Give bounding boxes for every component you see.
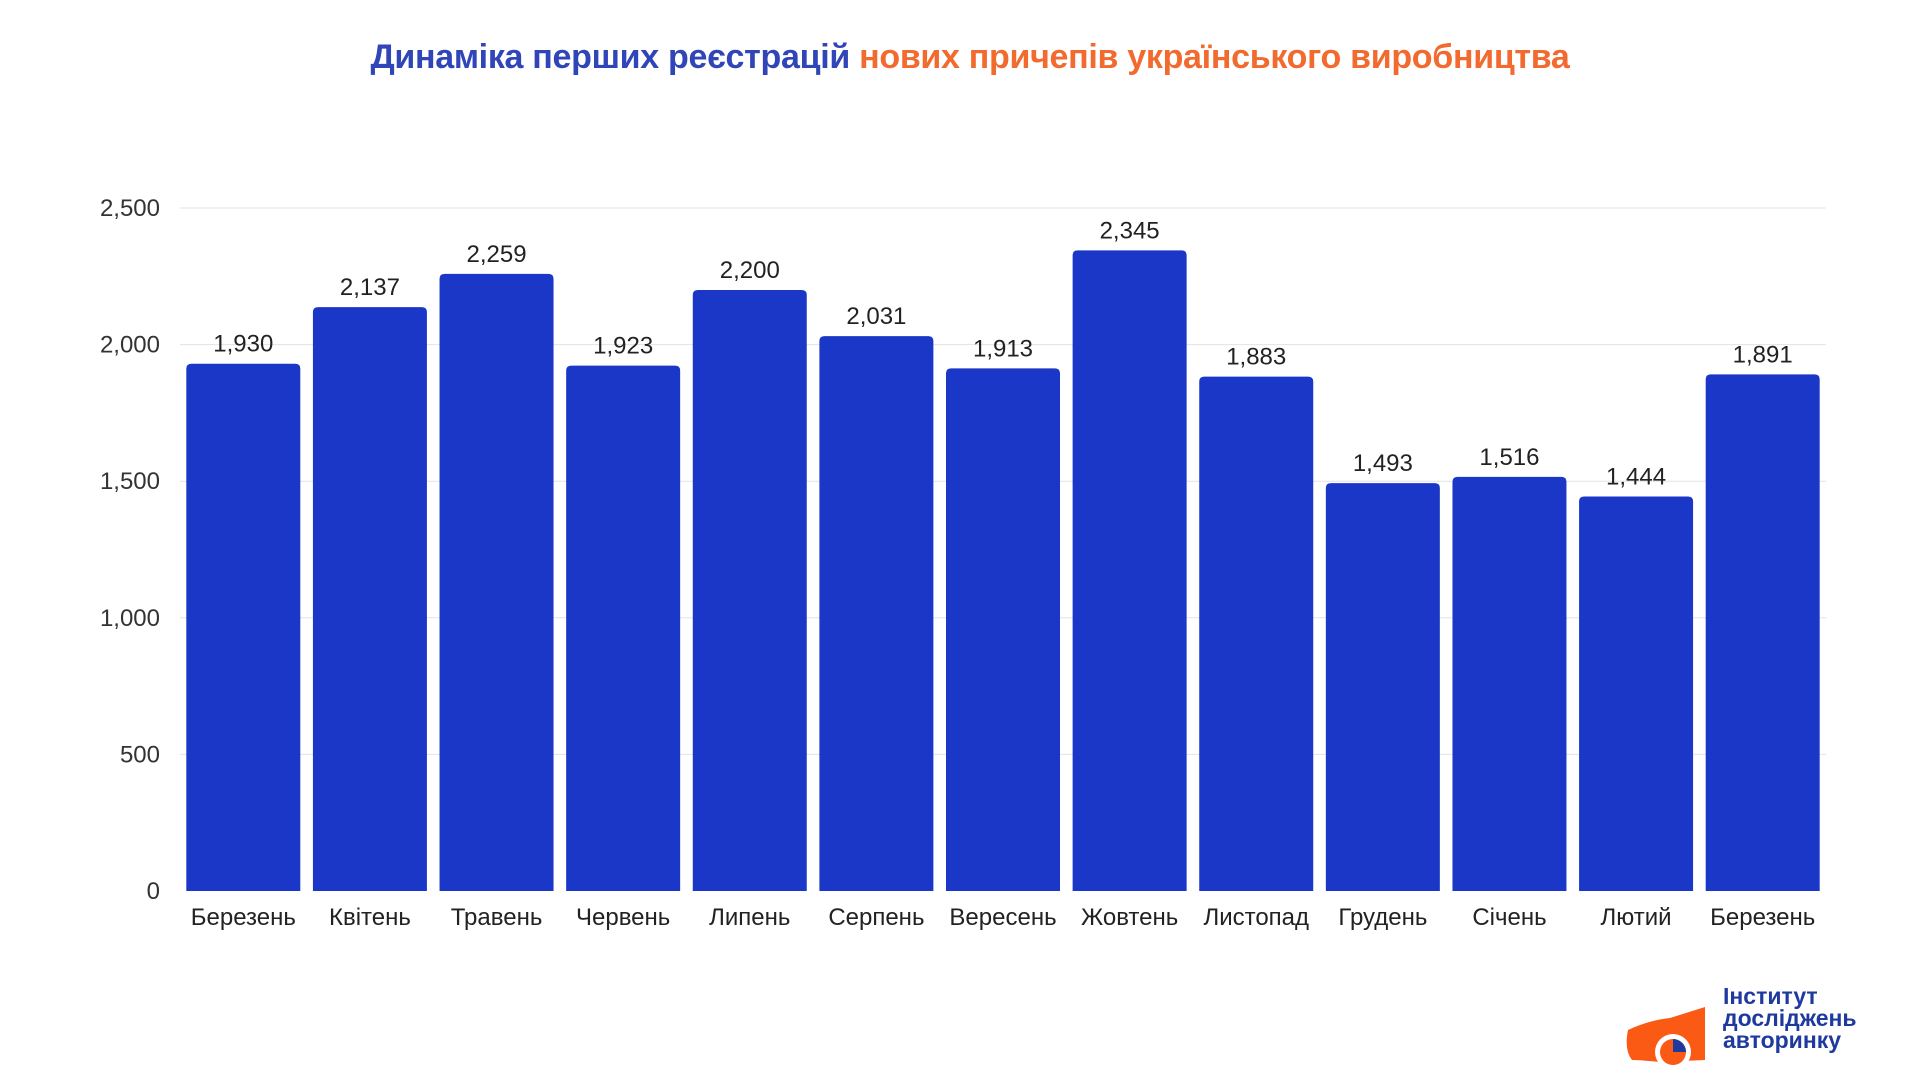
bar [1325,483,1440,891]
y-tick-label: 1,500 [100,468,160,495]
bar [1072,250,1187,891]
x-tick-label: Травень [451,904,543,931]
data-label: 2,200 [720,257,780,284]
bar [1705,374,1820,892]
institute-logo: Інститут досліджень авторинку [1620,985,1920,1080]
data-label: 2,345 [1100,217,1160,244]
logo-line-3: авторинку [1723,1027,1842,1053]
y-tick-label: 500 [120,741,160,768]
y-tick-label: 2,000 [100,332,160,359]
x-tick-label: Лютий [1601,904,1672,931]
data-label: 2,031 [846,303,906,330]
x-tick-label: Жовтень [1081,904,1178,931]
x-tick-label: Березень [191,904,296,931]
data-label: 2,259 [467,241,527,268]
data-label: 1,891 [1733,341,1793,368]
data-label: 1,913 [973,335,1033,362]
data-label: 1,923 [593,333,653,360]
bar [186,363,301,891]
data-label: 1,883 [1226,344,1286,371]
bar [566,365,681,891]
x-tick-label: Березень [1710,904,1815,931]
data-label: 1,493 [1353,450,1413,477]
data-label: 1,444 [1606,463,1666,490]
x-tick-label: Квітень [329,904,411,931]
car-chart-logo-icon [1626,1007,1705,1070]
x-tick-label: Листопад [1203,904,1309,931]
x-tick-label: Січень [1472,904,1546,931]
x-tick-label: Липень [709,904,790,931]
x-tick-label: Серпень [828,904,924,931]
bar [439,273,554,891]
title-part-orange: нових причепів українського виробництва [859,38,1570,76]
logo-line-1: Інститут [1723,983,1818,1009]
bar [1452,476,1567,891]
bar [692,289,807,892]
data-label: 1,516 [1479,444,1539,471]
bar [819,336,934,891]
y-tick-label: 2,500 [100,195,160,222]
logo-line-2: досліджень [1723,1005,1857,1031]
x-tick-label: Червень [576,904,670,931]
bar [1199,376,1314,891]
y-tick-label: 1,000 [100,605,160,632]
bar [1579,496,1694,891]
x-tick-label: Грудень [1338,904,1427,931]
bar [312,307,427,891]
x-tick-label: Вересень [949,904,1056,931]
title-part-blue: Динаміка перших реєстрацій [370,38,850,76]
y-tick-label: 0 [147,878,160,905]
data-label: 1,930 [213,331,273,358]
bar [946,368,1060,891]
data-label: 2,137 [340,274,400,301]
chart-title: Динаміка перших реєстрацій нових причепі… [0,38,1920,77]
